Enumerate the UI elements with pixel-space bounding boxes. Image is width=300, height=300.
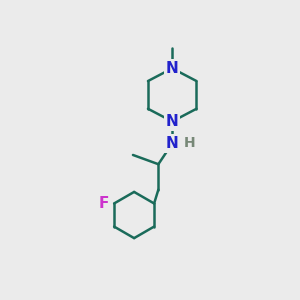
Text: F: F [99,196,109,211]
Text: N: N [166,61,178,76]
Text: N: N [166,136,178,151]
Text: N: N [166,114,178,129]
Text: H: H [184,136,195,150]
